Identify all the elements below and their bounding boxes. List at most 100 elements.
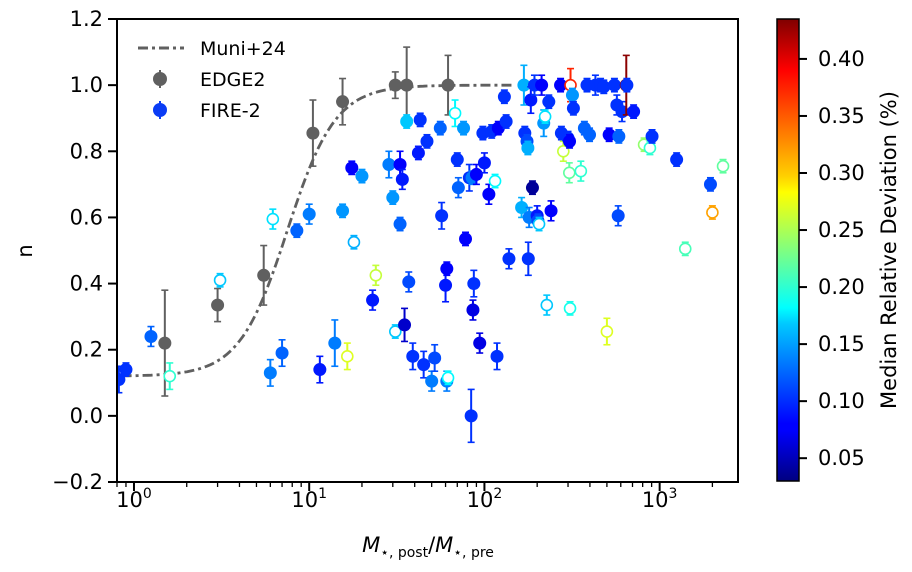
x-tick-label: 100: [116, 486, 152, 512]
fire2-point-marker: [703, 177, 717, 191]
fire2-point-marker: [290, 224, 304, 238]
fire2-point-marker: [490, 349, 504, 363]
fire2-point: [336, 203, 350, 219]
fire2-point: [597, 79, 611, 95]
fire2-point-marker: [515, 201, 529, 215]
fire2-point: [574, 160, 588, 182]
fire2-point: [542, 94, 556, 110]
colorbar-label: Median Relative Deviation (%): [877, 91, 901, 409]
fire2-point-marker: [678, 242, 692, 256]
fire2-point: [521, 140, 535, 156]
x-axis-ticks: 100 101 102 103: [116, 482, 714, 512]
fire2-point: [612, 128, 626, 144]
x-tick-label-base: 10: [642, 488, 669, 512]
y-tick-label: 0.0: [70, 404, 103, 428]
fire2-point: [515, 196, 529, 219]
fire2-point: [263, 358, 277, 387]
legend: Muni+24 EDGE2 FIRE-2: [138, 38, 286, 122]
fire2-point-marker: [450, 153, 464, 167]
fire2-point: [525, 180, 539, 196]
fire2-point: [441, 370, 455, 386]
fire2-point: [411, 145, 425, 161]
fire2-point: [703, 176, 717, 192]
fire2-point-marker: [398, 318, 412, 332]
fire2-point: [467, 269, 481, 298]
fire2-point-marker: [435, 209, 449, 223]
edge2-point-marker: [211, 298, 225, 312]
fire2-point-marker: [583, 128, 597, 142]
fire2-point-marker: [645, 129, 659, 143]
points-layer: [117, 46, 730, 444]
fire2-point-marker: [428, 351, 442, 365]
fire2-point: [425, 370, 439, 392]
fire2-point-marker: [144, 329, 158, 343]
fire2-point-marker: [302, 207, 316, 221]
fire2-point: [535, 74, 549, 96]
fire2-point-marker: [706, 206, 719, 219]
fire2-point-marker: [566, 101, 580, 115]
fire2-point-marker: [417, 358, 431, 372]
fire2-point: [611, 205, 625, 227]
fire2-point-marker: [563, 302, 577, 315]
fire2-point: [602, 127, 616, 143]
legend-muni-label: Muni+24: [200, 38, 286, 60]
fire2-point-marker: [497, 90, 511, 104]
fire2-point: [457, 120, 471, 136]
fire2-point-marker: [393, 158, 407, 172]
fire2-point-marker: [439, 278, 453, 292]
fire2-point: [290, 223, 304, 239]
fire2-point-marker: [389, 325, 402, 338]
edge2-point-marker: [306, 126, 320, 140]
fire2-point: [395, 168, 409, 191]
x-tick-label: 101: [291, 486, 327, 512]
fire2-point: [393, 216, 407, 232]
legend-fire2-label: FIRE-2: [200, 100, 261, 122]
fire2-point: [554, 77, 568, 93]
plot-frame: [116, 18, 739, 483]
fire2-point: [540, 294, 554, 316]
fire2-point-marker: [538, 110, 552, 123]
fire2-point: [670, 152, 684, 167]
x-axis-label-sub2: ⋆, pre: [453, 545, 494, 561]
fire2-point: [451, 176, 465, 199]
colorbar-tick-label: 0.35: [818, 104, 865, 128]
fire2-point: [473, 332, 487, 354]
fire2-point-marker: [499, 115, 513, 129]
edge2-point: [211, 287, 225, 323]
fire2-point: [400, 114, 414, 129]
fire2-point-marker: [347, 235, 361, 249]
fire2-point-marker: [382, 158, 396, 172]
fire2-point: [417, 350, 431, 379]
fire2-point: [428, 343, 442, 373]
fire2-point-marker: [466, 303, 480, 317]
fire2-point: [440, 261, 454, 277]
fire2-point-marker: [402, 275, 416, 289]
x-axis-label-sep: /: [428, 533, 436, 557]
plot-area: [117, 19, 738, 482]
fire2-point: [464, 388, 478, 444]
fire2-point-marker: [502, 252, 516, 266]
fire2-point-marker: [459, 232, 473, 246]
y-tick-label: 1.2: [70, 7, 103, 31]
fire2-point-marker: [716, 159, 730, 173]
y-tick-label: 0.6: [70, 205, 103, 229]
x-tick-label-exp: 3: [669, 486, 678, 502]
y-tick-label: 1.0: [70, 73, 103, 97]
fire2-point: [328, 319, 342, 368]
x-tick-label-base: 10: [291, 488, 318, 512]
fire2-point: [583, 127, 597, 143]
fire2-point-marker: [620, 78, 634, 92]
fire2-point-marker: [535, 78, 549, 92]
fire2-point: [459, 231, 473, 247]
fire2-point-marker: [643, 141, 657, 155]
fire2-point-marker: [406, 349, 420, 363]
legend-edge2-marker: [153, 72, 167, 86]
x-axis-label-den: M: [435, 533, 453, 557]
edge2-point-marker: [441, 78, 455, 92]
fire2-point-marker: [540, 298, 554, 312]
fire2-point: [450, 152, 464, 167]
y-tick-label: 0.4: [70, 272, 103, 296]
y-tick-label: −0.2: [52, 470, 103, 494]
fire2-point: [302, 203, 316, 225]
fire2-point: [488, 173, 502, 189]
